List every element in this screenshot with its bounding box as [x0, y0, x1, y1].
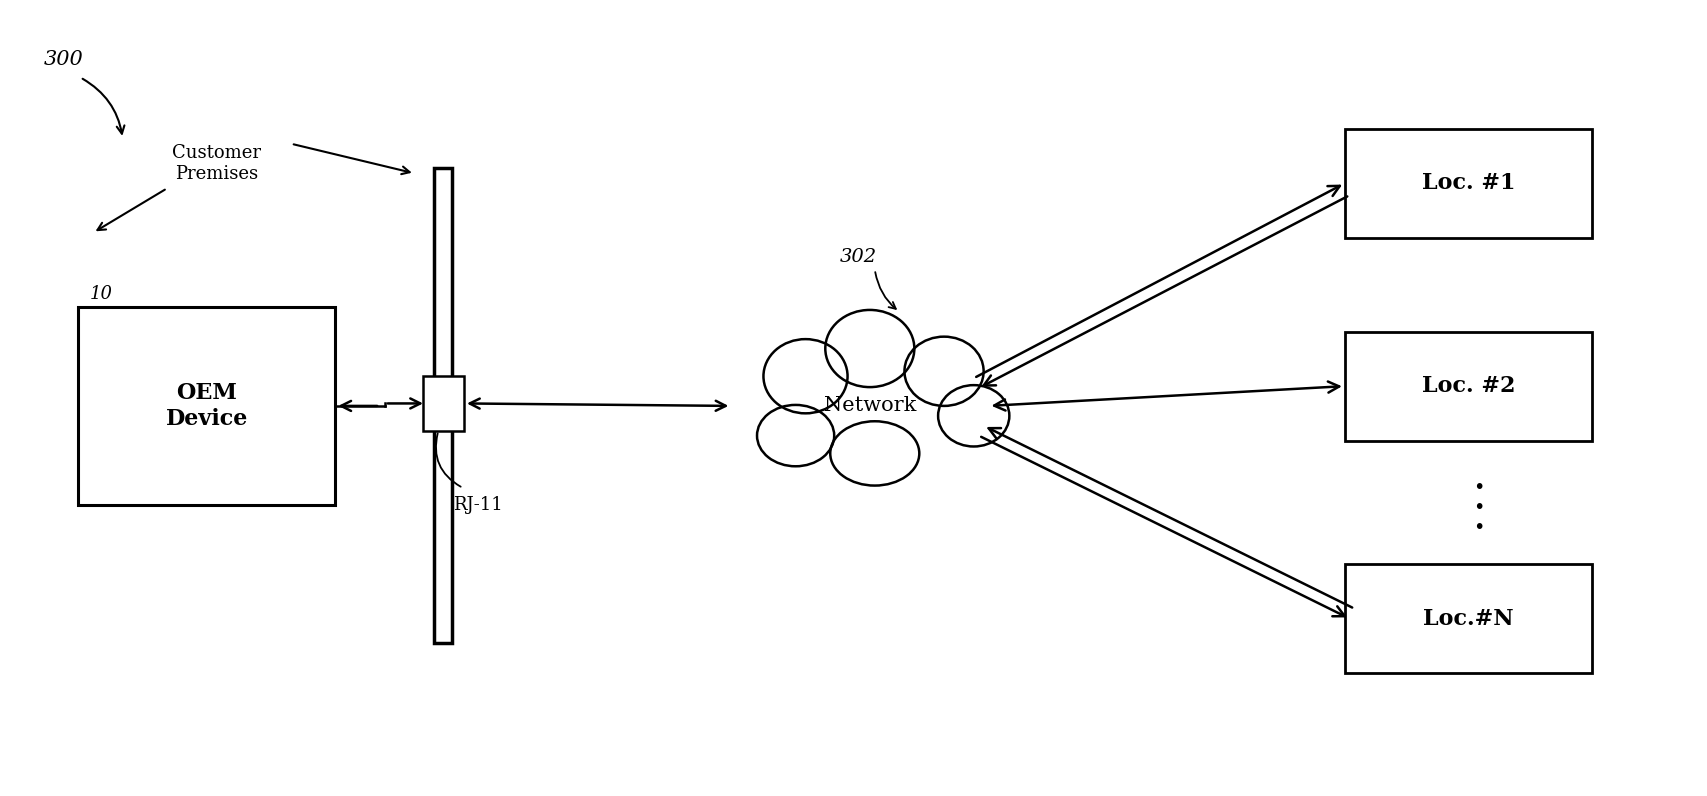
Bar: [79, 307, 336, 505]
Ellipse shape: [763, 339, 848, 413]
Ellipse shape: [756, 405, 835, 466]
Bar: [1345, 129, 1593, 238]
Bar: [423, 377, 464, 431]
Text: Network: Network: [824, 396, 917, 416]
Text: •: •: [1473, 478, 1483, 497]
Ellipse shape: [830, 421, 920, 486]
Text: Customer
Premises: Customer Premises: [172, 144, 261, 183]
Ellipse shape: [905, 337, 983, 406]
Bar: [1345, 332, 1593, 440]
Text: Loc.#N: Loc.#N: [1424, 607, 1514, 630]
Text: 10: 10: [90, 285, 113, 303]
Bar: [435, 169, 452, 643]
Text: •: •: [1473, 517, 1483, 537]
Text: OEM
Device: OEM Device: [166, 382, 248, 430]
Bar: [1345, 564, 1593, 673]
Text: •: •: [1473, 498, 1483, 517]
Ellipse shape: [824, 310, 915, 387]
Ellipse shape: [939, 385, 1009, 447]
Text: Loc. #1: Loc. #1: [1422, 172, 1516, 194]
Text: 300: 300: [44, 49, 84, 68]
Text: 302: 302: [840, 248, 877, 267]
Text: Loc. #2: Loc. #2: [1422, 375, 1516, 397]
Text: RJ-11: RJ-11: [452, 496, 504, 514]
